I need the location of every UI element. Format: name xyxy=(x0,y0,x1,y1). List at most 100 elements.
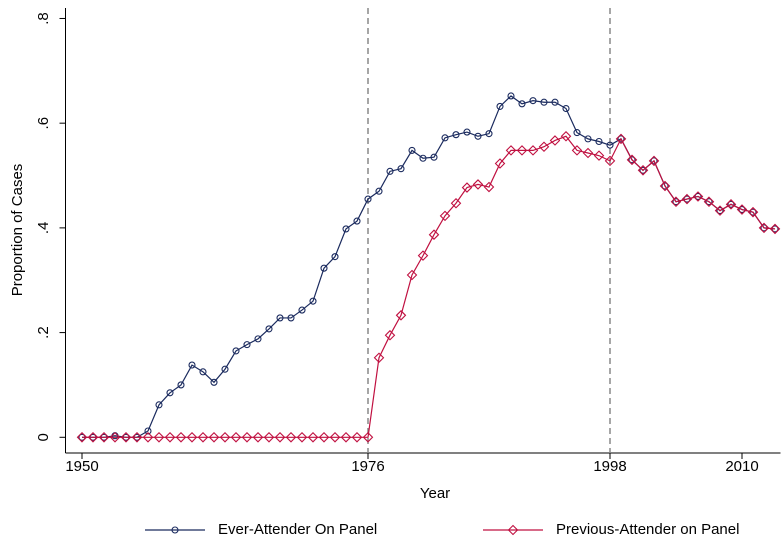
marker xyxy=(155,401,163,409)
marker xyxy=(177,381,185,389)
marker xyxy=(738,206,746,214)
marker xyxy=(540,98,548,106)
marker xyxy=(153,432,165,443)
marker xyxy=(626,154,638,166)
marker xyxy=(340,432,352,443)
marker xyxy=(329,432,341,443)
marker xyxy=(285,432,297,443)
marker xyxy=(307,432,319,443)
marker xyxy=(219,432,231,443)
marker xyxy=(351,432,363,443)
marker xyxy=(276,314,284,322)
marker xyxy=(694,192,702,201)
marker xyxy=(474,132,482,140)
marker xyxy=(318,432,330,443)
marker xyxy=(516,145,528,156)
marker xyxy=(144,427,152,435)
marker xyxy=(199,368,207,376)
legend-marker xyxy=(171,526,179,534)
y-tick-label: 0 xyxy=(35,433,52,441)
marker xyxy=(604,155,616,167)
marker xyxy=(439,210,451,222)
marker xyxy=(727,200,735,208)
marker xyxy=(725,199,737,210)
marker xyxy=(408,146,416,154)
marker xyxy=(615,133,627,145)
marker xyxy=(628,156,636,164)
marker xyxy=(661,182,669,190)
marker xyxy=(716,207,724,215)
marker xyxy=(186,432,198,443)
marker xyxy=(483,181,495,193)
marker xyxy=(670,196,682,207)
marker xyxy=(252,432,264,443)
marker xyxy=(120,432,132,443)
marker xyxy=(472,179,484,190)
marker xyxy=(309,297,317,305)
marker xyxy=(428,229,440,240)
marker xyxy=(353,217,361,225)
marker xyxy=(494,158,506,169)
series-line xyxy=(82,135,776,438)
marker xyxy=(560,130,572,142)
x-tick-label: 2010 xyxy=(725,458,758,475)
x-tick-label: 1976 xyxy=(351,458,384,475)
marker xyxy=(527,145,539,156)
marker xyxy=(188,361,196,369)
marker xyxy=(164,432,176,443)
marker xyxy=(243,341,251,349)
marker xyxy=(298,306,306,314)
marker xyxy=(551,98,559,106)
marker xyxy=(232,347,240,355)
marker xyxy=(595,137,603,146)
x-tick-label: 1950 xyxy=(65,458,98,475)
marker xyxy=(384,329,396,341)
marker xyxy=(263,432,275,443)
marker xyxy=(582,147,594,159)
marker xyxy=(485,130,493,138)
marker xyxy=(419,154,427,162)
marker xyxy=(287,314,295,322)
marker xyxy=(221,365,229,373)
marker xyxy=(714,205,726,216)
marker xyxy=(208,432,220,443)
marker xyxy=(650,157,658,165)
marker xyxy=(320,264,328,272)
marker xyxy=(692,191,704,202)
y-tick-label: .6 xyxy=(35,117,52,130)
marker xyxy=(175,432,187,443)
marker xyxy=(758,222,770,234)
marker xyxy=(98,432,110,443)
marker xyxy=(452,131,460,139)
y-tick-label: .2 xyxy=(35,326,52,339)
marker xyxy=(505,145,517,156)
marker xyxy=(375,187,383,195)
series-line xyxy=(82,95,776,438)
marker xyxy=(683,195,691,203)
marker xyxy=(241,432,253,443)
marker xyxy=(549,135,561,146)
marker xyxy=(197,432,209,443)
marker xyxy=(584,135,592,143)
marker xyxy=(538,141,550,153)
marker xyxy=(496,102,504,110)
marker xyxy=(76,432,88,443)
marker xyxy=(395,310,407,321)
marker xyxy=(681,193,693,205)
legend-label: Previous-Attender on Panel xyxy=(556,521,739,538)
marker xyxy=(593,150,605,161)
marker xyxy=(342,225,350,233)
legend-marker xyxy=(507,524,519,536)
marker xyxy=(703,196,715,207)
marker xyxy=(230,432,242,443)
marker xyxy=(749,208,757,216)
marker xyxy=(529,97,537,105)
marker xyxy=(274,432,286,443)
y-axis-label: Proportion of Cases xyxy=(9,164,26,297)
marker xyxy=(705,198,713,206)
y-tick-label: .4 xyxy=(35,222,52,235)
marker xyxy=(166,389,174,397)
marker xyxy=(562,104,570,113)
marker xyxy=(417,250,429,261)
marker xyxy=(769,223,781,235)
